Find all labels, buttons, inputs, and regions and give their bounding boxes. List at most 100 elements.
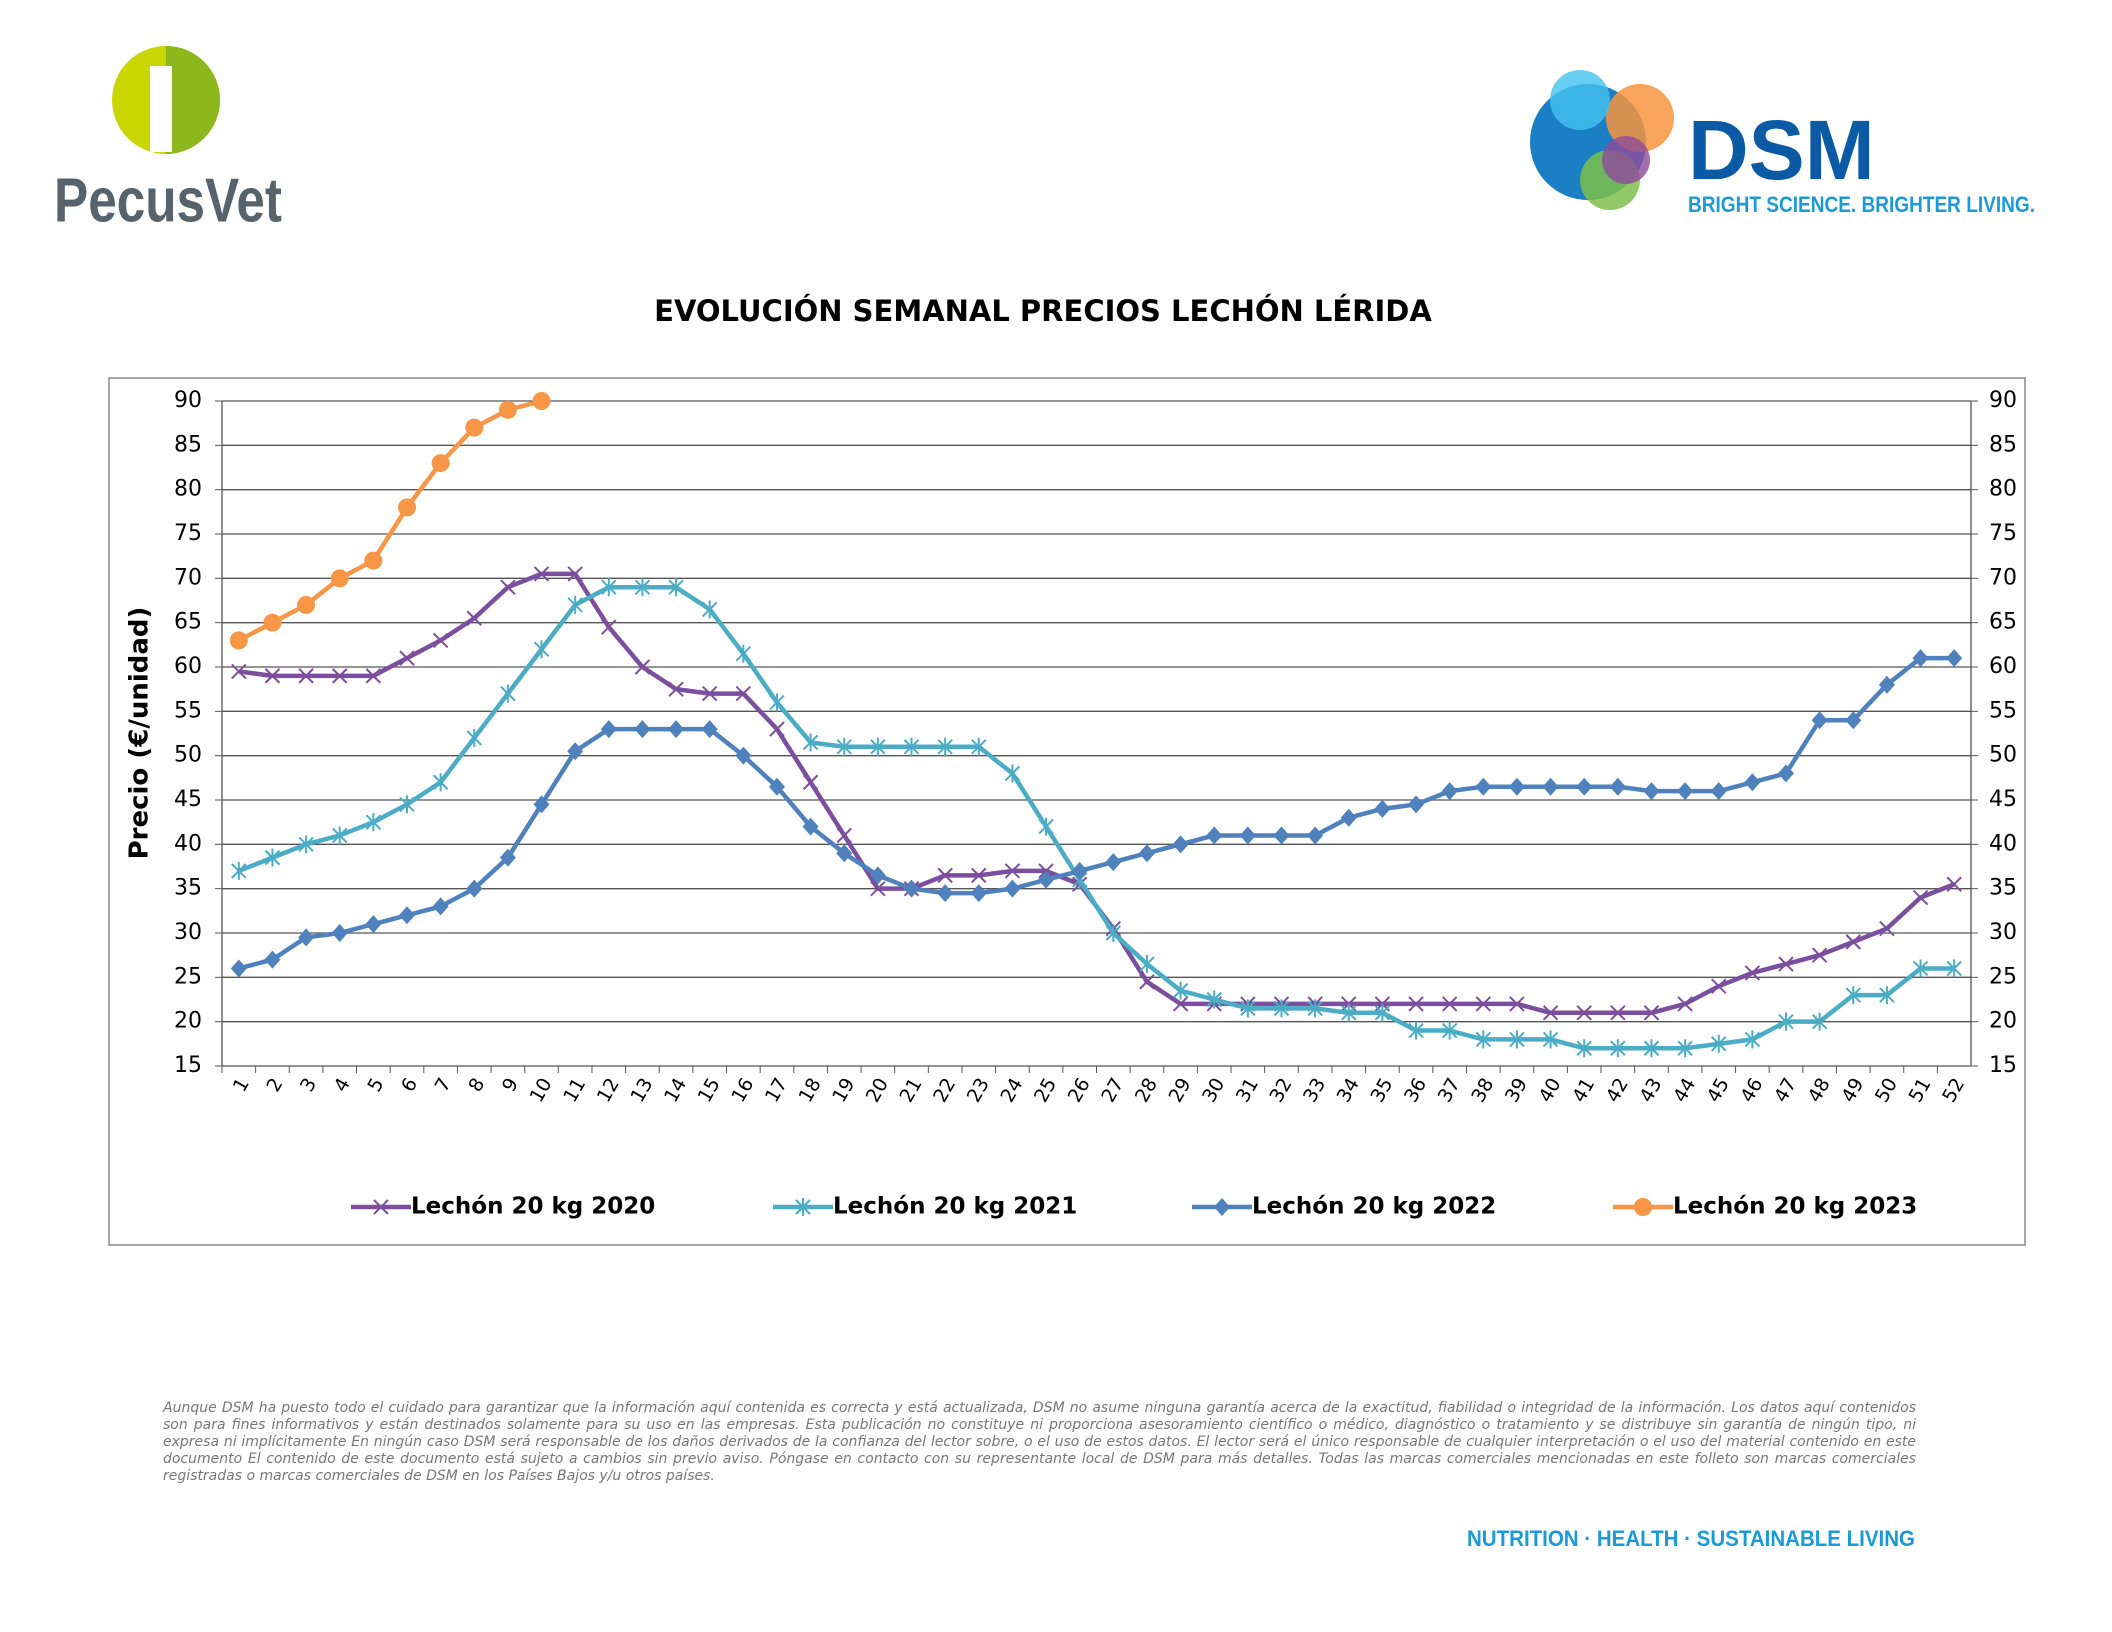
- marker: [1408, 795, 1425, 814]
- marker: [601, 578, 617, 597]
- marker: [397, 498, 416, 517]
- marker: [668, 681, 684, 697]
- marker: [1038, 817, 1054, 836]
- marker: [1778, 764, 1795, 783]
- disclaimer: Aunque DSM ha puesto todo el cuidado par…: [163, 1400, 1916, 1484]
- marker: [1610, 1039, 1626, 1058]
- marker: [1912, 649, 1929, 668]
- marker: [600, 720, 617, 739]
- y2-tick-label: 60: [1989, 654, 2017, 679]
- marker: [1912, 889, 1929, 906]
- marker: [1374, 1003, 1391, 1022]
- marker: [1475, 1030, 1492, 1049]
- marker: [1610, 1005, 1626, 1021]
- marker: [1542, 1030, 1559, 1049]
- y-tick-label: 40: [174, 831, 202, 856]
- x-tick-label: 25: [1030, 1074, 1061, 1106]
- marker: [399, 795, 415, 814]
- chart-frame: [108, 377, 2026, 1246]
- x-tick-label: 8: [464, 1074, 489, 1095]
- marker: [533, 640, 550, 659]
- marker: [668, 720, 685, 739]
- marker: [1408, 1021, 1424, 1040]
- marker: [365, 668, 382, 684]
- y-tick-label: 60: [174, 654, 202, 679]
- marker: [1912, 959, 1929, 978]
- marker: [331, 924, 348, 942]
- x-tick-label: 23: [963, 1074, 994, 1106]
- marker: [1542, 1005, 1559, 1021]
- x-tick-label: 27: [1097, 1074, 1128, 1106]
- y-axis-label: Precio (€/unidad): [125, 607, 155, 860]
- marker: [1509, 996, 1525, 1012]
- x-tick-label: 35: [1366, 1074, 1397, 1106]
- marker: [1744, 1030, 1761, 1049]
- y2-tick-label: 45: [1989, 787, 2017, 812]
- marker: [1475, 996, 1492, 1012]
- x-tick-label: 45: [1703, 1074, 1734, 1106]
- marker: [701, 685, 718, 702]
- marker: [231, 861, 247, 880]
- marker: [1879, 986, 1895, 1005]
- marker: [1542, 777, 1559, 796]
- dsm-swirl: [1602, 136, 1650, 184]
- y-tick-label: 55: [174, 698, 202, 723]
- marker: [432, 773, 449, 792]
- x-tick-label: 44: [1669, 1074, 1700, 1106]
- marker: [1643, 782, 1660, 801]
- x-tick-label: 10: [525, 1074, 556, 1106]
- y-tick-label: 70: [174, 565, 202, 590]
- x-tick-label: 1: [229, 1074, 254, 1095]
- x-tick-label: 15: [694, 1074, 725, 1106]
- marker: [533, 566, 550, 582]
- x-tick-label: 33: [1299, 1074, 1330, 1106]
- y2-tick-label: 50: [1989, 743, 2017, 768]
- marker: [1811, 711, 1828, 730]
- x-tick-label: 4: [330, 1074, 355, 1095]
- marker: [567, 566, 583, 582]
- marker: [231, 663, 247, 680]
- x-tick-label: 28: [1131, 1074, 1162, 1106]
- x-tick-label: 6: [397, 1074, 422, 1095]
- marker: [937, 884, 954, 903]
- marker: [1441, 782, 1458, 801]
- x-tick-label: 14: [660, 1074, 691, 1106]
- marker: [297, 595, 316, 614]
- dsm-swirl: [1550, 70, 1610, 130]
- marker: [1744, 965, 1761, 981]
- x-tick-label: 36: [1400, 1074, 1431, 1106]
- marker: [1441, 1021, 1458, 1040]
- marker: [1946, 876, 1962, 892]
- marker: [499, 848, 516, 867]
- x-tick-label: 32: [1265, 1074, 1296, 1106]
- y2-tick-label: 70: [1989, 565, 2017, 590]
- y2-tick-label: 40: [1989, 831, 2017, 856]
- marker: [1509, 1030, 1525, 1049]
- marker: [298, 668, 314, 684]
- marker: [1307, 826, 1324, 845]
- marker: [1677, 996, 1693, 1012]
- marker: [768, 777, 785, 796]
- marker: [1778, 956, 1794, 972]
- x-tick-label: 21: [895, 1074, 926, 1106]
- x-tick-label: 22: [929, 1074, 960, 1106]
- x-tick-label: 9: [498, 1074, 523, 1095]
- dsm-swirl: [1606, 84, 1674, 152]
- marker: [795, 1198, 811, 1216]
- marker: [1004, 764, 1021, 783]
- marker: [332, 826, 348, 845]
- x-tick-label: 3: [296, 1074, 321, 1095]
- marker: [634, 659, 651, 675]
- marker: [1341, 1003, 1357, 1022]
- marker: [500, 579, 516, 595]
- x-tick-label: 26: [1064, 1074, 1095, 1106]
- marker: [1811, 947, 1828, 963]
- marker: [263, 613, 282, 632]
- y-tick-label: 65: [174, 610, 202, 635]
- marker: [701, 720, 718, 739]
- pecusvet-logo: PecusVet: [54, 166, 282, 235]
- series-line: [238, 655, 1955, 971]
- x-tick-label: 41: [1568, 1074, 1599, 1106]
